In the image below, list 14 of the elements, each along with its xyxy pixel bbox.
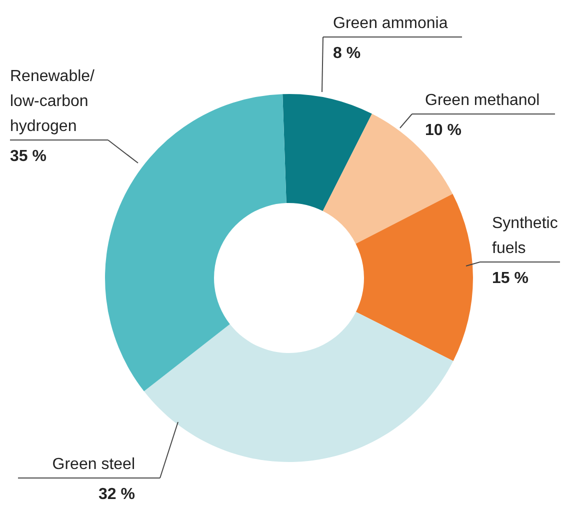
- slice-label: Green steel: [52, 456, 135, 473]
- donut-slice: [144, 312, 454, 462]
- slice-label: Synthetic fuels: [492, 215, 558, 257]
- data-label: 32 %: [98, 486, 135, 503]
- data-label: 35 %: [10, 148, 46, 165]
- data-label: 8 %: [333, 45, 361, 62]
- slice-label: Renewable/ low-carbon hydrogen: [10, 68, 96, 135]
- slice-label: Green methanol: [425, 92, 540, 109]
- donut-slice: [356, 194, 473, 361]
- slice-label: Green ammonia: [333, 15, 448, 32]
- donut-slice: [105, 94, 286, 392]
- data-label: 10 %: [425, 122, 462, 139]
- data-label: 15 %: [492, 270, 528, 287]
- donut-slice: [282, 94, 372, 212]
